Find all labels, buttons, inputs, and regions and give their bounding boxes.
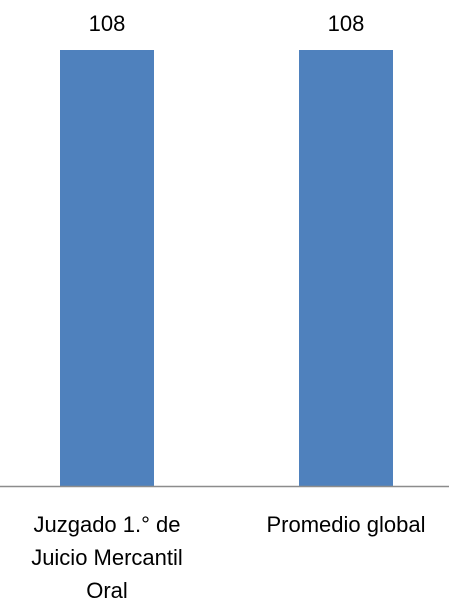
bar-1	[60, 50, 154, 486]
bars-layer	[60, 50, 393, 486]
x-tick-label-2: Promedio global	[267, 512, 426, 537]
x-tick-label-line: Juicio Mercantil	[31, 545, 183, 570]
data-label-1: 108	[89, 11, 126, 36]
bar-2	[299, 50, 393, 486]
data-label-2: 108	[328, 11, 365, 36]
x-tick-label-line: Oral	[86, 578, 128, 603]
x-tick-label-line: Juzgado 1.° de	[33, 512, 180, 537]
labels-layer: 108 108 Juzgado 1.° de Juicio Mercantil Oral…	[31, 11, 425, 603]
x-tick-label-1: Juzgado 1.° de Juicio Mercantil Oral	[31, 512, 183, 603]
x-tick-label-line: Promedio global	[267, 512, 426, 537]
